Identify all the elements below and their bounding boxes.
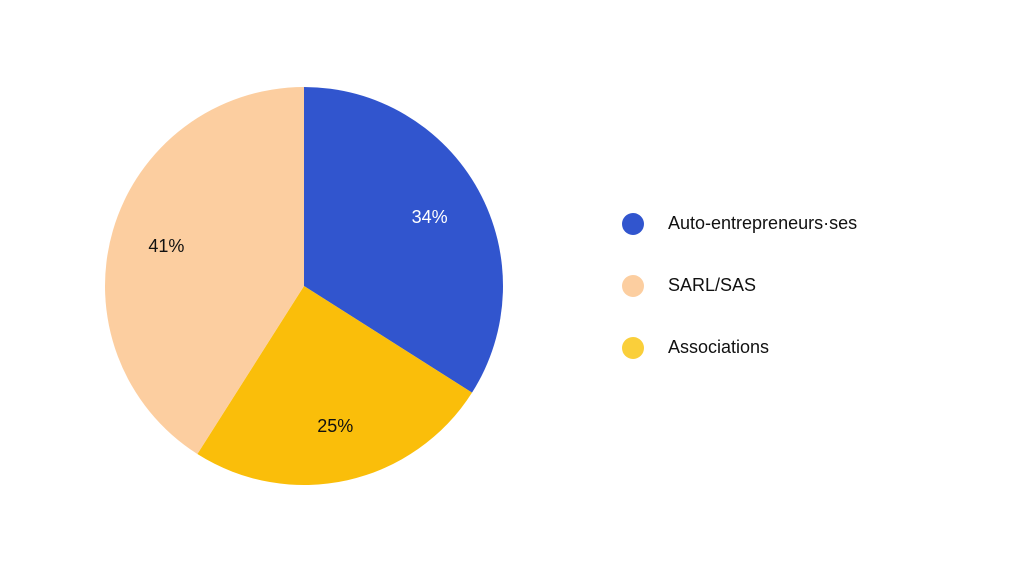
legend-item-auto-entrepreneurs: Auto-entrepreneurs·ses — [622, 208, 982, 239]
pie-slice-auto-entrepreneurs — [304, 87, 503, 393]
slice-label-associations: 25% — [317, 416, 353, 436]
legend-swatch-sarl-sas — [622, 274, 644, 297]
legend-label-auto-entrepreneurs: Auto-entrepreneurs·ses — [668, 213, 858, 233]
legend: Auto-entrepreneurs·ses SARL/SAS Associat… — [622, 208, 982, 394]
legend-swatch-auto-entrepreneurs — [622, 212, 644, 235]
legend-item-associations: Associations — [622, 332, 982, 363]
legend-item-sarl-sas: SARL/SAS — [622, 270, 982, 301]
legend-label-associations: Associations — [668, 337, 770, 357]
slice-label-sarl-sas: 41% — [148, 236, 184, 256]
legend-label-sarl-sas: SARL/SAS — [668, 275, 757, 295]
legend-swatch-associations — [622, 336, 644, 359]
slice-label-auto-entrepreneurs: 34% — [412, 207, 448, 227]
pie-slice-sarl-sas — [105, 87, 304, 455]
pie-slice-associations — [197, 286, 473, 485]
